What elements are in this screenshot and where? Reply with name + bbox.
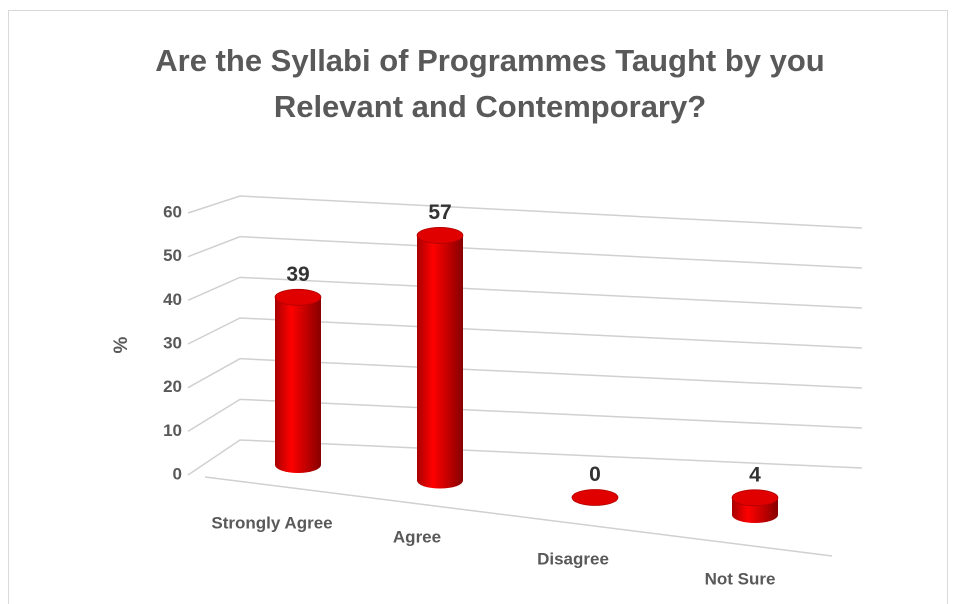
- bar-body: [275, 297, 321, 473]
- x-tick-label: Agree: [393, 527, 441, 546]
- x-tick-label: Strongly Agree: [211, 513, 332, 532]
- bar: [731, 489, 779, 523]
- grid-line: [187, 276, 863, 309]
- y-tick-label: 10: [163, 421, 182, 440]
- bar: [571, 489, 619, 506]
- bar: [416, 227, 464, 489]
- y-axis-label: %: [111, 336, 132, 353]
- grid-line: [187, 439, 863, 476]
- chart-title: Are the Syllabi of Programmes Taught by …: [155, 43, 825, 124]
- grid-line: [187, 317, 863, 349]
- y-tick-label: 30: [163, 333, 182, 352]
- bar-body: [417, 235, 464, 489]
- grid-line: [187, 235, 863, 269]
- grid-line: [187, 195, 863, 229]
- y-tick-label: 50: [163, 246, 182, 265]
- grid-line: [187, 398, 863, 432]
- bar-top: [571, 489, 619, 506]
- x-tick-label: Not Sure: [705, 569, 776, 588]
- chart-frame: [8, 10, 948, 604]
- y-tick-label: 60: [163, 202, 182, 221]
- floor-edge: [204, 476, 833, 557]
- bar-top: [274, 288, 322, 306]
- value-label: 4: [749, 463, 761, 486]
- y-tick-label: 0: [173, 464, 182, 483]
- y-tick-label: 20: [163, 377, 182, 396]
- value-label: 39: [286, 263, 309, 286]
- x-tick-label: Disagree: [537, 549, 609, 568]
- value-label: 0: [589, 463, 601, 486]
- value-label: 57: [428, 201, 451, 224]
- bar: [274, 288, 322, 473]
- bar-top: [416, 227, 464, 244]
- bar-top: [731, 489, 779, 507]
- grid-line: [187, 357, 863, 389]
- y-tick-label: 40: [163, 290, 182, 309]
